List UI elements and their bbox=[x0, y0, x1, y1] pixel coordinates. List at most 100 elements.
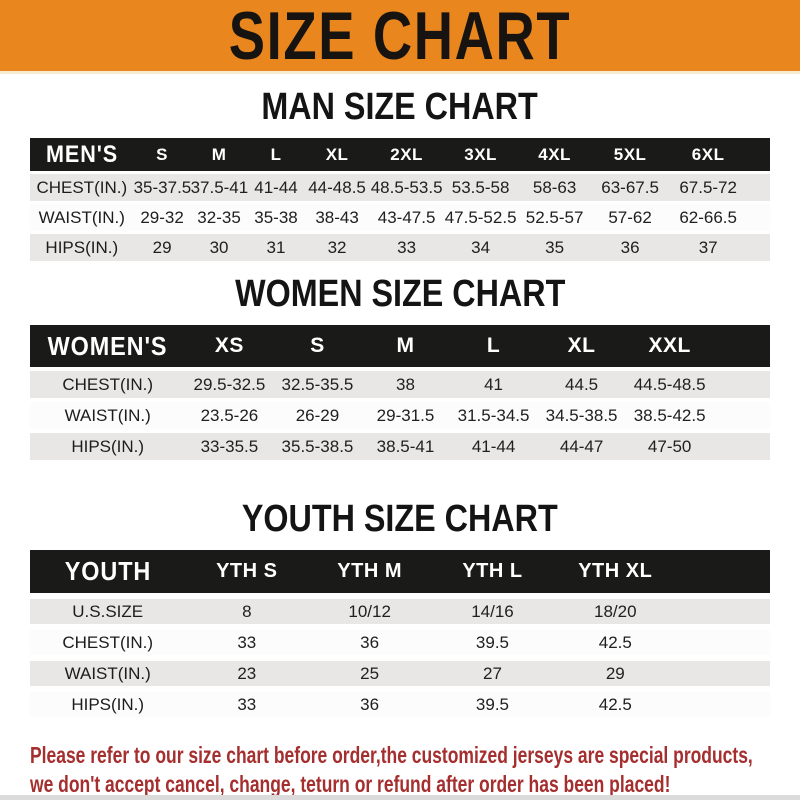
size-value: 29 bbox=[605, 663, 625, 683]
size-column-header: M bbox=[396, 334, 415, 357]
women-table-row: WAIST(IN.) 23.5-26 26-29 29-31.5 31.5-34.5 34… bbox=[30, 402, 770, 429]
size-value: 38 bbox=[396, 374, 415, 394]
youth-size-table: YOUTH YTH S YTH M YTH L YTH XL U.S.SIZE 8 10/12… bbox=[30, 550, 770, 717]
size-value: 47-50 bbox=[647, 436, 692, 456]
size-value: 31 bbox=[266, 237, 286, 257]
size-value: 32 bbox=[327, 237, 347, 257]
size-column-header: YTH L bbox=[462, 560, 523, 582]
size-value: 29-31.5 bbox=[376, 405, 435, 425]
size-value: 23 bbox=[237, 663, 257, 683]
size-value: 35.5-38.5 bbox=[281, 436, 354, 456]
youth-section-title: YOUTH SIZE CHART bbox=[0, 500, 800, 538]
size-value: 53.5-58 bbox=[451, 177, 510, 197]
size-column-header: L bbox=[270, 144, 282, 164]
size-value: 27 bbox=[483, 663, 502, 683]
size-value: 67.5-72 bbox=[679, 177, 737, 197]
women-header-label-text: WOMEN'S bbox=[47, 330, 168, 361]
youth-table-row: U.S.SIZE 8 10/12 14/16 18/20 bbox=[30, 599, 770, 624]
size-value: 36 bbox=[360, 632, 380, 652]
size-value: 38-43 bbox=[315, 207, 359, 227]
size-value: 37.5-41 bbox=[190, 177, 248, 197]
women-header-label: WOMEN'S bbox=[30, 331, 185, 362]
size-value: 62-66.5 bbox=[679, 207, 737, 227]
men-header-label: MEN'S bbox=[30, 141, 134, 169]
size-value: 42.5 bbox=[598, 694, 632, 714]
size-value: 38.5-41 bbox=[376, 436, 435, 456]
size-value: 35-38 bbox=[254, 207, 298, 227]
banner: SIZE CHART bbox=[0, 0, 800, 74]
size-value: 25 bbox=[360, 663, 380, 683]
youth-table-row: CHEST(IN.) 33 36 39.5 42.5 bbox=[30, 630, 770, 655]
women-table-row: CHEST(IN.) 29.5-32.5 32.5-35.5 38 41 44.5 44.5… bbox=[30, 371, 770, 398]
size-value: 26-29 bbox=[295, 405, 340, 425]
youth-table-row: HIPS(IN.) 33 36 39.5 42.5 bbox=[30, 692, 770, 717]
size-value: 33 bbox=[237, 694, 257, 714]
size-value: 23.5-26 bbox=[200, 405, 259, 425]
size-value: 36 bbox=[360, 694, 380, 714]
size-column-header: 6XL bbox=[691, 144, 725, 164]
size-column-header: XS bbox=[214, 334, 244, 357]
size-value: 38.5-42.5 bbox=[633, 405, 706, 425]
size-value: 18/20 bbox=[594, 601, 637, 621]
size-value: 33 bbox=[237, 632, 257, 652]
size-value: 36 bbox=[620, 237, 640, 257]
size-column-header: M bbox=[211, 144, 227, 164]
men-table-row: CHEST(IN.) 35-37.5 37.5-41 41-44 44-48.5 48.5… bbox=[30, 174, 770, 201]
size-column-header: XXL bbox=[648, 334, 691, 357]
row-label: HIPS(IN.) bbox=[71, 694, 145, 714]
men-table-row: HIPS(IN.) 29 30 31 32 33 34 35 36 37 bbox=[30, 234, 770, 261]
size-value: 8 bbox=[242, 601, 252, 621]
size-column-header: 4XL bbox=[538, 144, 571, 164]
size-value: 31.5-34.5 bbox=[457, 405, 530, 425]
size-value: 63-67.5 bbox=[601, 177, 659, 197]
men-table-row: WAIST(IN.) 29-32 32-35 35-38 38-43 43-47.5 47.… bbox=[30, 204, 770, 231]
bottom-edge-strip bbox=[0, 795, 800, 800]
size-value: 42.5 bbox=[598, 632, 632, 652]
row-label: WAIST(IN.) bbox=[64, 663, 151, 683]
size-value: 44.5-48.5 bbox=[633, 374, 706, 394]
size-column-header: XL bbox=[567, 334, 596, 357]
size-column-header: YTH M bbox=[337, 560, 402, 582]
size-value: 58-63 bbox=[532, 177, 577, 197]
size-value: 39.5 bbox=[475, 632, 509, 652]
size-value: 33-35.5 bbox=[200, 436, 259, 456]
men-size-table: MEN'S S M L XL 2XL 3XL 4XL 5XL 6XL CHEST(IN.) 35-37… bbox=[30, 138, 770, 261]
youth-header-label-text: YOUTH bbox=[64, 556, 151, 586]
size-value: 39.5 bbox=[475, 694, 509, 714]
size-value: 35 bbox=[545, 237, 565, 257]
size-value: 30 bbox=[209, 237, 229, 257]
size-value: 29 bbox=[152, 237, 172, 257]
size-column-header: 2XL bbox=[390, 144, 423, 164]
men-section-title-text: MAN SIZE CHART bbox=[261, 86, 539, 128]
size-column-header: YTH XL bbox=[578, 560, 653, 582]
order-notice: Please refer to our size chart before or… bbox=[30, 741, 800, 799]
row-label: U.S.SIZE bbox=[72, 601, 144, 621]
size-value: 29.5-32.5 bbox=[193, 374, 266, 394]
youth-section-title-text: YOUTH SIZE CHART bbox=[242, 498, 558, 540]
size-column-header: YTH S bbox=[216, 560, 278, 582]
men-section-title: MAN SIZE CHART bbox=[0, 88, 800, 126]
men-header-bar: MEN'S S M L XL 2XL 3XL 4XL 5XL 6XL bbox=[30, 138, 770, 171]
size-value: 44.5 bbox=[565, 374, 599, 394]
notice-line-2: we don't accept cancel, change, teturn o… bbox=[30, 771, 671, 797]
youth-header-label: YOUTH bbox=[30, 556, 185, 587]
row-label: WAIST(IN.) bbox=[38, 207, 125, 227]
women-size-table: WOMEN'S XS S M L XL XXL CHEST(IN.) 29.5-32.5 32.5… bbox=[30, 325, 770, 460]
size-column-header: XL bbox=[325, 144, 349, 164]
size-value: 10/12 bbox=[348, 601, 391, 621]
size-value: 48.5-53.5 bbox=[370, 177, 443, 197]
women-section-title-text: WOMEN SIZE CHART bbox=[234, 273, 566, 315]
size-value: 33 bbox=[397, 237, 417, 257]
size-column-header: 5XL bbox=[613, 144, 647, 164]
women-table-row: HIPS(IN.) 33-35.5 35.5-38.5 38.5-41 41-44 44-… bbox=[30, 433, 770, 460]
section-youth: YOUTH SIZE CHART YOUTH YTH S YTH M YTH L YTH… bbox=[0, 500, 800, 717]
row-label: HIPS(IN.) bbox=[45, 237, 119, 257]
notice-line-1: Please refer to our size chart before or… bbox=[30, 742, 753, 768]
section-men: MAN SIZE CHART MEN'S S M L XL 2XL 3XL 4XL 5XL 6XL… bbox=[0, 88, 800, 261]
size-column-header: S bbox=[156, 144, 168, 164]
size-value: 41-44 bbox=[254, 177, 298, 197]
size-value: 35-37.5 bbox=[133, 177, 191, 197]
size-value: 37 bbox=[698, 237, 718, 257]
youth-header-bar: YOUTH YTH S YTH M YTH L YTH XL bbox=[30, 550, 770, 593]
